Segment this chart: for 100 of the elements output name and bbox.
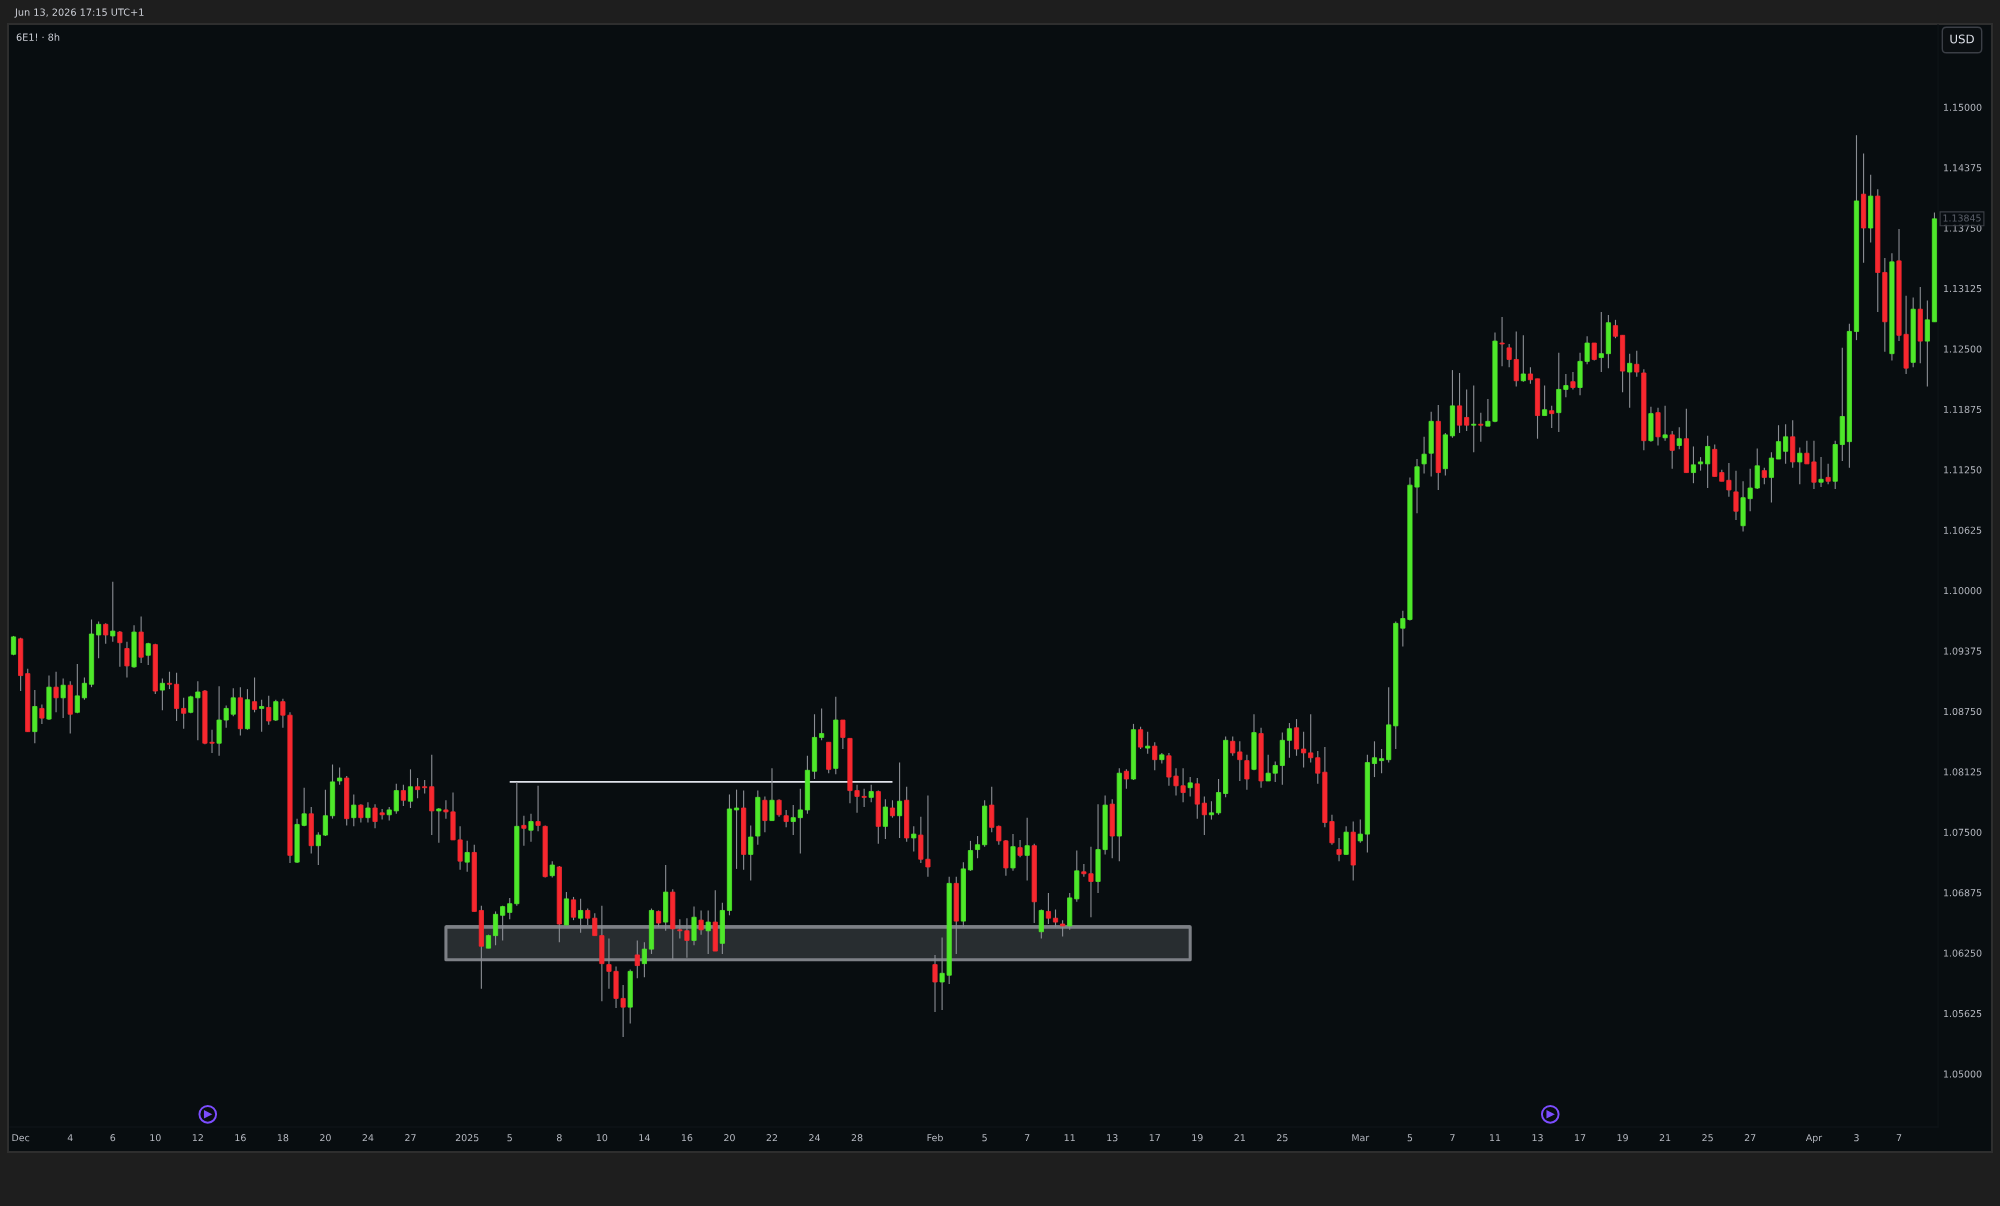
candlestick — [1201, 795, 1207, 836]
candlestick — [1216, 778, 1222, 816]
x-tick-label: 18 — [277, 1134, 289, 1142]
candlestick — [1371, 740, 1378, 778]
candlestick — [1612, 319, 1619, 339]
candlestick — [790, 804, 796, 836]
x-tick-label: 17 — [1575, 1134, 1586, 1142]
x-tick-label: 6 — [110, 1134, 116, 1142]
candlestick — [81, 676, 87, 701]
y-tick-label: 1.06875 — [1944, 889, 1982, 897]
x-tick-label: 20 — [320, 1134, 331, 1142]
candlestick — [1293, 718, 1300, 757]
candlestick — [1775, 424, 1782, 460]
x-tick-label: 10 — [150, 1134, 161, 1142]
x-tick-label: 3 — [1854, 1134, 1859, 1142]
candlestick — [1208, 800, 1214, 821]
candlestick — [351, 793, 357, 827]
candlestick — [230, 687, 236, 717]
y-tick-label: 1.09375 — [1944, 647, 1982, 655]
x-tick-label: 16 — [681, 1134, 693, 1142]
y-tick-label: 1.14375 — [1944, 164, 1982, 172]
annotation: 1.13845 — [1943, 214, 1981, 222]
y-tick-label: 1.10625 — [1944, 526, 1982, 534]
candlestick — [1123, 768, 1129, 790]
y-tick-label: 1.05000 — [1944, 1070, 1982, 1078]
y-tick-label: 1.10000 — [1944, 587, 1982, 595]
candlestick — [1145, 731, 1151, 755]
candlestick — [1797, 446, 1803, 485]
candlestick — [1662, 405, 1668, 442]
y-tick-label: 1.12500 — [1944, 345, 1982, 353]
x-tick-label: 2025 — [455, 1134, 479, 1142]
candlestick — [1676, 426, 1682, 450]
candlestick — [819, 707, 825, 741]
candlestick — [1733, 470, 1739, 521]
candlestick — [181, 697, 187, 730]
x-tick-label: 27 — [1744, 1134, 1756, 1142]
candlestick — [1627, 353, 1633, 409]
candlestick — [1457, 372, 1463, 434]
candlestick — [1542, 385, 1548, 417]
candlestick — [117, 630, 123, 668]
candlestick — [1818, 456, 1824, 488]
candlestick — [570, 896, 577, 921]
y-tick-label: 1.08750 — [1944, 707, 1982, 716]
x-tick-label: 13 — [1107, 1134, 1118, 1142]
candlestick — [266, 695, 272, 726]
x-tick-label: 25 — [1277, 1134, 1288, 1142]
x-tick-label: 12 — [192, 1134, 203, 1142]
candlestick — [521, 815, 527, 847]
candlestick — [1471, 385, 1477, 453]
x-tick-label: 8 — [556, 1134, 562, 1142]
x-tick-label: Apr — [1805, 1134, 1823, 1144]
candlestick — [252, 676, 258, 713]
candlestick — [1825, 463, 1831, 485]
candlestick — [1301, 731, 1307, 768]
candlestick — [1308, 713, 1314, 764]
x-tick-label: 21 — [1659, 1134, 1671, 1142]
candlestick — [1705, 435, 1711, 489]
candlestick — [464, 840, 470, 873]
text: Jun 13, 2026 17:15 UTC+1 — [14, 8, 144, 18]
x-tick-label: 19 — [1617, 1134, 1628, 1142]
x-tick-label: 24 — [362, 1134, 374, 1142]
candlestick — [634, 939, 640, 979]
candlestick — [1194, 777, 1200, 820]
candlestick — [535, 785, 541, 832]
candlestick — [1924, 299, 1930, 388]
candlestick — [1549, 405, 1555, 429]
candlestick — [989, 786, 995, 833]
candlestick — [1336, 837, 1342, 862]
candlestick — [1783, 423, 1789, 465]
candlestick — [932, 954, 938, 1013]
candlestick — [365, 801, 371, 824]
candlestick — [797, 788, 803, 854]
candlestick — [705, 909, 711, 955]
text: 6E1! · 8h — [16, 33, 60, 41]
candlestick — [578, 898, 584, 934]
candlestick — [1499, 316, 1505, 367]
candlestick — [159, 677, 165, 711]
y-tick-label: 1.07500 — [1944, 828, 1982, 836]
x-tick-label: Feb — [927, 1133, 943, 1142]
candlestick — [1768, 451, 1774, 504]
candlestick — [110, 581, 116, 643]
candlestick — [967, 840, 973, 872]
x-tick-label: 21 — [1234, 1134, 1245, 1142]
candlestick — [1343, 825, 1349, 855]
x-tick-label: 27 — [405, 1134, 416, 1142]
x-tick-label: Dec — [12, 1134, 30, 1142]
candlestick — [493, 910, 499, 946]
candlestick — [1690, 445, 1696, 484]
candlestick — [1357, 819, 1363, 844]
x-tick-label: 20 — [724, 1134, 735, 1142]
candlestick — [415, 777, 421, 799]
x-tick-label: 17 — [1149, 1134, 1160, 1142]
candlestick — [641, 941, 647, 978]
x-tick-label: 7 — [1450, 1134, 1455, 1142]
x-tick-label: 24 — [809, 1134, 820, 1142]
y-tick-label: 1.08125 — [1944, 768, 1982, 776]
x-tick-label: Mar — [1352, 1134, 1370, 1142]
candlestick — [1038, 908, 1044, 940]
candlestick — [691, 906, 697, 946]
y-tick-label: 1.15000 — [1944, 103, 1982, 111]
